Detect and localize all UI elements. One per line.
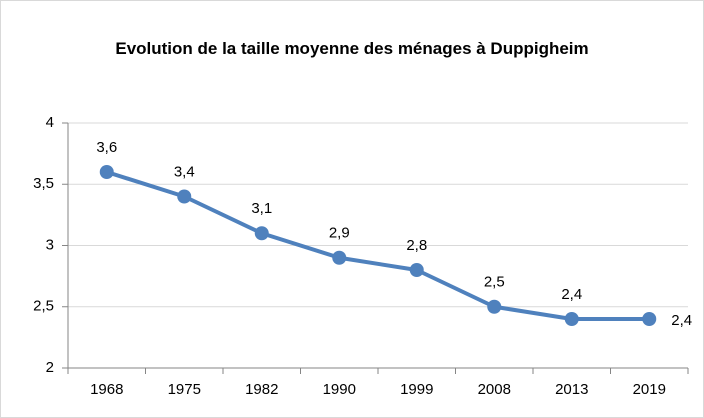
data-line: [106, 170, 650, 321]
data-point: [564, 312, 579, 326]
data-point: [99, 165, 114, 179]
data-point: [177, 189, 192, 204]
y-tick-label: 3,5: [33, 175, 54, 192]
data-label: 3,4: [174, 163, 195, 180]
y-tick-label: 4: [46, 114, 54, 131]
chart-title: Evolution de la taille moyenne des ménag…: [115, 39, 589, 58]
x-tick-label: 1990: [323, 381, 356, 398]
x-tick-label: 1999: [400, 381, 433, 398]
y-tick-label: 3: [46, 236, 54, 253]
data-label: 2,8: [406, 237, 427, 254]
data-point: [332, 250, 347, 265]
x-tick-label: 2019: [633, 381, 666, 398]
data-label: 3,6: [96, 139, 117, 156]
y-tick-label: 2,5: [33, 298, 54, 315]
data-label: 2,4: [561, 286, 582, 303]
x-tick-label: 1975: [168, 381, 201, 398]
x-tick-label: 2008: [478, 381, 511, 398]
x-tick-label: 1982: [245, 381, 278, 398]
data-point: [409, 263, 424, 277]
y-tick-label: 2: [46, 359, 54, 376]
data-label: 2,4: [671, 312, 692, 329]
data-label: 3,1: [251, 200, 272, 217]
data-point: [487, 299, 502, 314]
x-tick-label: 1968: [90, 381, 123, 398]
x-tick-label: 2013: [555, 381, 588, 398]
data-point: [254, 226, 269, 241]
data-point: [642, 312, 657, 326]
data-label: 2,9: [329, 225, 350, 242]
data-label: 2,5: [484, 274, 505, 291]
